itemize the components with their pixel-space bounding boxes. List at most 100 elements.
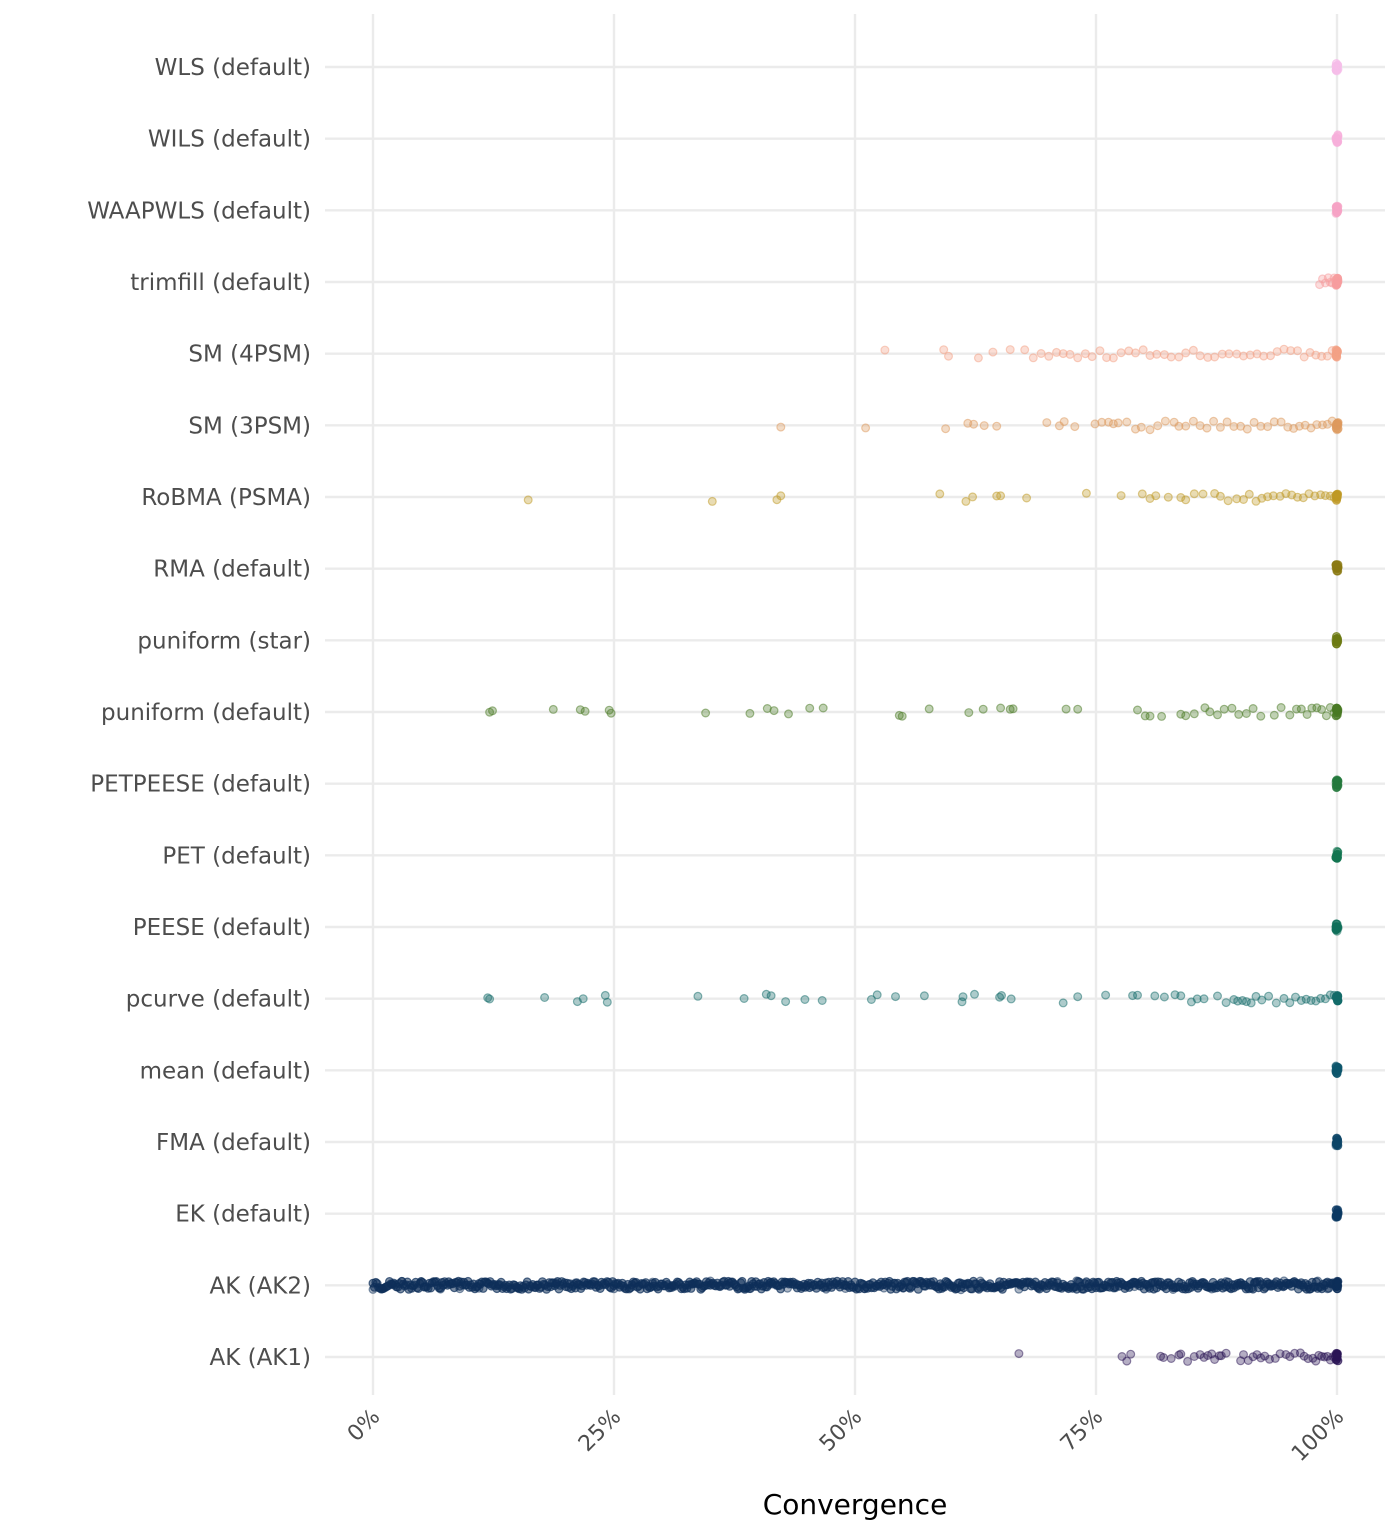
data-point [1292, 346, 1302, 356]
data-point [1006, 994, 1016, 1004]
data-point [1332, 704, 1342, 714]
data-point [978, 704, 988, 714]
data-point [1207, 1284, 1217, 1294]
data-point [1198, 489, 1208, 499]
data-point [1286, 346, 1296, 356]
data-point [975, 1276, 985, 1286]
data-point [1124, 346, 1134, 356]
data-point [1332, 1068, 1342, 1078]
data-point [1242, 424, 1252, 434]
y-tick-label: RoBMA (PSMA) [141, 485, 311, 511]
x-axis-title: Convergence [763, 1488, 948, 1521]
data-point [898, 1283, 908, 1293]
data-point [1095, 346, 1105, 356]
data-point [1176, 493, 1186, 503]
data-point [1268, 491, 1278, 501]
data-point [781, 997, 791, 1007]
data-point [1332, 138, 1342, 148]
data-point [1137, 489, 1147, 499]
data-point [1322, 1284, 1332, 1294]
data-point [1059, 417, 1069, 427]
x-tick-label: 75% [1056, 1405, 1108, 1457]
data-point [1265, 351, 1275, 361]
data-point [1151, 491, 1161, 501]
data-point [880, 345, 890, 355]
data-point [1222, 417, 1232, 427]
data-point [800, 994, 810, 1004]
data-point [745, 708, 755, 718]
data-point [1299, 352, 1309, 362]
data-point [1279, 344, 1289, 354]
y-axis-labels: AK (AK1) AK (AK2) EK (default) FMA (default… [87, 55, 311, 1371]
data-point [766, 991, 776, 1001]
data-point [1332, 775, 1342, 785]
data-point [782, 1283, 792, 1293]
data-point [1058, 998, 1068, 1008]
data-point [1244, 489, 1254, 499]
data-point [739, 993, 749, 1003]
data-point [1005, 345, 1015, 355]
data-point [1332, 1276, 1342, 1286]
data-point [378, 1284, 388, 1294]
data-point [840, 1283, 850, 1293]
y-tick-label: FMA (default) [156, 1130, 311, 1156]
y-tick-label: WLS (default) [155, 55, 311, 81]
data-point [1070, 422, 1080, 432]
data-point [1145, 425, 1155, 435]
data-point [1090, 419, 1100, 429]
data-point [860, 1284, 870, 1294]
data-point [1181, 495, 1191, 505]
data-point [1149, 1277, 1159, 1287]
data-point [1311, 996, 1321, 1006]
data-point [1091, 1281, 1101, 1291]
data-point [1250, 1277, 1260, 1287]
data-point [958, 992, 968, 1002]
data-point [1238, 1350, 1248, 1360]
data-point [805, 703, 815, 713]
data-point [1285, 998, 1295, 1008]
data-point [996, 491, 1006, 501]
data-point [783, 709, 793, 719]
data-point [817, 995, 827, 1005]
data-point [1263, 422, 1273, 432]
data-point [1276, 702, 1286, 712]
data-point [1332, 1350, 1342, 1360]
data-point [1189, 489, 1199, 499]
data-point [1087, 352, 1097, 362]
data-point [1072, 1276, 1082, 1286]
data-point [1332, 926, 1342, 936]
data-point [606, 708, 616, 718]
data-point [1238, 495, 1248, 505]
data-point [1181, 711, 1191, 721]
data-point [1014, 1284, 1024, 1294]
data-point [995, 1280, 1005, 1290]
data-point [1132, 990, 1142, 1000]
data-point [1153, 421, 1163, 431]
data-point [1256, 711, 1266, 721]
data-point [1042, 418, 1052, 428]
data-point [956, 1285, 966, 1295]
y-tick-label: trimfill (default) [130, 270, 311, 296]
data-point [1126, 1349, 1136, 1359]
data-point [1152, 349, 1162, 359]
data-point [1234, 709, 1244, 719]
data-point [1176, 709, 1186, 719]
data-point [866, 994, 876, 1004]
y-tick-label: RMA (default) [153, 557, 311, 583]
y-tick-label: pcurve (default) [126, 987, 311, 1013]
data-point [1166, 1353, 1176, 1363]
data-point [992, 421, 1002, 431]
data-point [1332, 491, 1342, 501]
data-point [1176, 991, 1186, 1001]
data-point [1264, 991, 1274, 1001]
data-point [488, 706, 498, 716]
data-point [570, 1278, 580, 1288]
data-point [1332, 846, 1342, 856]
x-tick-label: 100% [1287, 1405, 1349, 1467]
data-point [575, 705, 585, 715]
data-point [1332, 991, 1342, 1001]
data-point [493, 1279, 503, 1289]
data-point [879, 1283, 889, 1293]
data-point [1332, 425, 1342, 435]
data-points [368, 58, 1343, 1366]
